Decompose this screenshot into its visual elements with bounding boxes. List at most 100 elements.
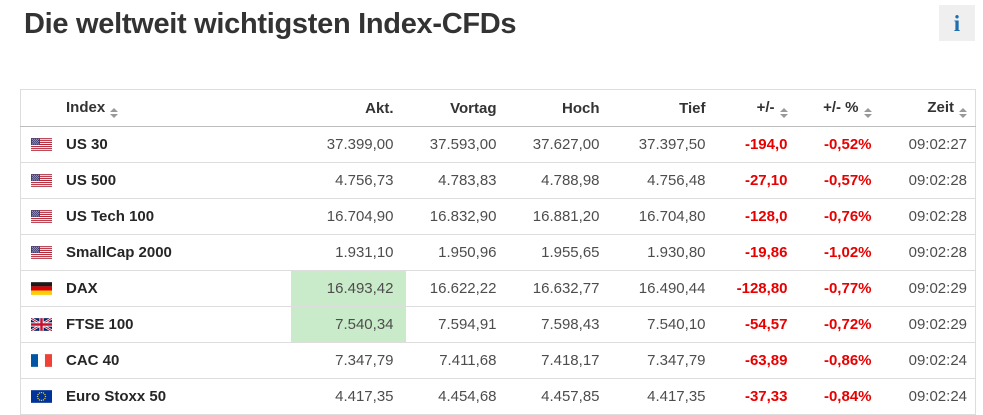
sort-icon — [110, 107, 119, 118]
hoch-cell: 37.627,00 — [508, 126, 612, 163]
info-icon: i — [953, 10, 961, 36]
index-cell: US 500 — [20, 162, 291, 199]
change-cell: -194,0 — [717, 126, 800, 163]
table-row: Euro Stoxx 50 4.417,35 4.454,68 4.457,85 4.4… — [20, 378, 976, 415]
hoch-cell: 16.881,20 — [508, 198, 612, 235]
flag-uk-icon — [31, 318, 52, 331]
vortag-cell: 7.594,91 — [405, 306, 509, 343]
hoch-cell: 4.457,85 — [508, 378, 612, 415]
tief-cell: 4.417,35 — [611, 378, 718, 415]
akt-cell: 4.756,73 — [290, 162, 406, 199]
index-cell: FTSE 100 — [20, 306, 291, 343]
vortag-cell: 1.950,96 — [405, 234, 509, 271]
change-pct-cell: -0,77% — [799, 270, 884, 307]
info-button[interactable]: i — [939, 5, 975, 41]
column-header-change[interactable]: +/- — [717, 89, 800, 127]
vortag-cell: 37.593,00 — [405, 126, 509, 163]
hoch-cell: 7.598,43 — [508, 306, 612, 343]
table-row: US 30 37.399,00 37.593,00 37.627,00 37.397,5… — [20, 126, 976, 163]
change-cell: -128,0 — [717, 198, 800, 235]
flag-france-icon — [31, 354, 52, 367]
sort-icon — [959, 107, 967, 118]
zeit-cell: 09:02:24 — [883, 378, 976, 415]
table-row: US 500 4.756,73 4.783,83 4.788,98 4.756,48 -2… — [20, 162, 976, 199]
change-pct-cell: -0,57% — [799, 162, 884, 199]
change-cell: -54,57 — [717, 306, 800, 343]
column-header-label: Akt. — [365, 99, 394, 117]
tief-cell: 1.930,80 — [611, 234, 718, 271]
tief-cell: 4.756,48 — [611, 162, 718, 199]
column-header-label: Tief — [679, 99, 706, 117]
column-header-index[interactable]: Index — [20, 89, 291, 127]
tief-cell: 7.347,79 — [611, 342, 718, 379]
column-header-label: Hoch — [562, 99, 600, 117]
index-cell: DAX — [20, 270, 291, 307]
index-name-link[interactable]: FTSE 100 — [66, 316, 134, 333]
index-name-link[interactable]: DAX — [66, 280, 98, 297]
column-header-akt: Akt. — [290, 89, 406, 127]
tief-cell: 16.490,44 — [611, 270, 718, 307]
flag-eu-icon — [31, 390, 52, 403]
zeit-cell: 09:02:28 — [883, 198, 976, 235]
column-header-label: Index — [66, 98, 106, 116]
column-header-label: +/- % — [823, 98, 859, 116]
index-name-link[interactable]: Euro Stoxx 50 — [66, 388, 167, 405]
change-pct-cell: -0,52% — [799, 126, 884, 163]
vortag-cell: 4.783,83 — [405, 162, 509, 199]
index-cell: US 30 — [20, 126, 291, 163]
zeit-cell: 09:02:27 — [883, 126, 976, 163]
column-header-label: Zeit — [927, 98, 954, 116]
change-pct-cell: -0,86% — [799, 342, 884, 379]
tief-cell: 37.397,50 — [611, 126, 718, 163]
tief-cell: 16.704,80 — [611, 198, 718, 235]
page-title: Die weltweit wichtigsten Index-CFDs — [24, 8, 517, 40]
akt-cell: 4.417,35 — [290, 378, 406, 415]
vortag-cell: 16.832,90 — [405, 198, 509, 235]
akt-cell: 1.931,10 — [290, 234, 406, 271]
index-cell: Euro Stoxx 50 — [20, 378, 291, 415]
vortag-cell: 16.622,22 — [405, 270, 509, 307]
change-pct-cell: -0,84% — [799, 378, 884, 415]
vortag-cell: 4.454,68 — [405, 378, 509, 415]
index-cell: SmallCap 2000 — [20, 234, 291, 271]
hoch-cell: 1.955,65 — [508, 234, 612, 271]
column-header-change_pct[interactable]: +/- % — [799, 89, 884, 127]
flag-us-icon — [31, 210, 52, 223]
change-pct-cell: -1,02% — [799, 234, 884, 271]
sort-icon — [779, 107, 788, 118]
hoch-cell: 4.788,98 — [508, 162, 612, 199]
table-row: CAC 40 7.347,79 7.411,68 7.418,17 7.347,79 -6… — [20, 342, 976, 379]
change-cell: -63,89 — [717, 342, 800, 379]
akt-cell: 7.540,34 — [290, 306, 406, 343]
column-header-zeit[interactable]: Zeit — [883, 89, 976, 127]
index-name-link[interactable]: US 500 — [66, 172, 117, 189]
akt-cell: 16.493,42 — [290, 270, 406, 307]
vortag-cell: 7.411,68 — [405, 342, 509, 379]
table-row: SmallCap 2000 1.931,10 1.950,96 1.955,65 1.9… — [20, 234, 976, 271]
column-header-hoch: Hoch — [508, 89, 612, 127]
column-header-vortag: Vortag — [405, 89, 509, 127]
table-row: FTSE 100 7.540,34 7.594,91 7.598,43 7.540,10… — [20, 306, 976, 343]
flag-germany-icon — [31, 282, 52, 295]
change-cell: -27,10 — [717, 162, 800, 199]
index-name-link[interactable]: US Tech 100 — [66, 208, 155, 225]
zeit-cell: 09:02:29 — [883, 270, 976, 307]
index-name-link[interactable]: SmallCap 2000 — [66, 244, 172, 261]
change-cell: -128,80 — [717, 270, 800, 307]
column-header-label: Vortag — [450, 99, 497, 117]
column-header-label: +/- — [756, 98, 775, 116]
index-name-link[interactable]: US 30 — [66, 136, 108, 153]
sort-icon — [863, 107, 872, 118]
change-pct-cell: -0,76% — [799, 198, 884, 235]
change-cell: -19,86 — [717, 234, 800, 271]
index-cell: US Tech 100 — [20, 198, 291, 235]
table-body: US 30 37.399,00 37.593,00 37.627,00 37.397,5… — [20, 126, 976, 415]
akt-cell: 37.399,00 — [290, 126, 406, 163]
index-name-link[interactable]: CAC 40 — [66, 352, 120, 369]
table-header-row: Index Akt. Vortag Hoch Tief +/- +/- % Zeit — [20, 89, 976, 127]
change-cell: -37,33 — [717, 378, 800, 415]
flag-us-icon — [31, 174, 52, 187]
zeit-cell: 09:02:28 — [883, 162, 976, 199]
column-header-tief: Tief — [611, 89, 718, 127]
hoch-cell: 16.632,77 — [508, 270, 612, 307]
